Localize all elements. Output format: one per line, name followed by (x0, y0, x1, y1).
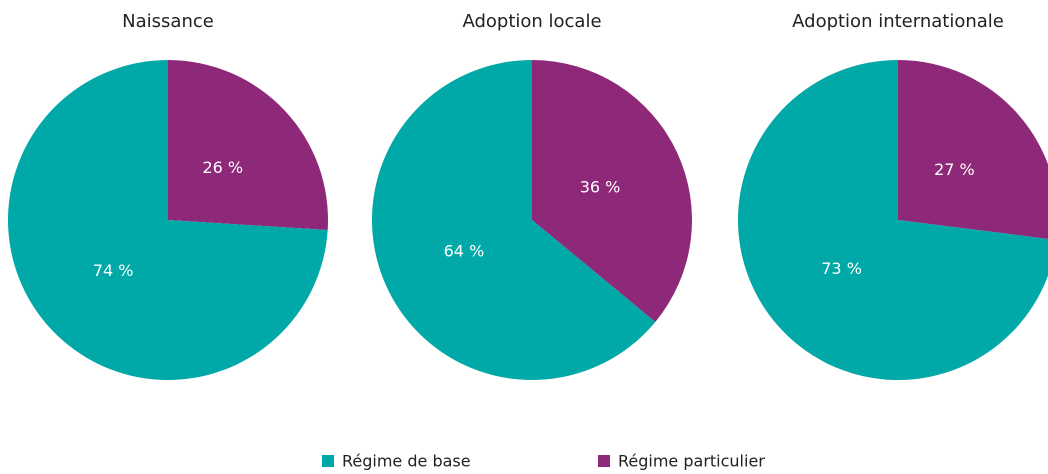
data-label: 73 % (821, 259, 862, 278)
legend-label: Régime de base (342, 452, 471, 471)
pie-slice (898, 60, 1048, 239)
pie-slice (7, 60, 328, 380)
data-label: 26 % (202, 158, 243, 177)
chart-title: Adoption locale (462, 11, 601, 32)
data-label: 74 % (93, 261, 134, 280)
pie-slice (168, 60, 328, 231)
data-label: 36 % (580, 177, 621, 196)
data-label: 64 % (444, 242, 485, 261)
chart-title: Naissance (122, 11, 214, 32)
legend-swatch (322, 455, 334, 467)
legend-swatch (598, 455, 610, 467)
pie-slice (738, 60, 1048, 380)
legend-label: Régime particulier (618, 452, 765, 471)
pie-slice (532, 60, 692, 322)
data-label: 27 % (934, 160, 975, 179)
chart-title: Adoption internationale (792, 11, 1004, 32)
pie-slice (371, 60, 656, 380)
